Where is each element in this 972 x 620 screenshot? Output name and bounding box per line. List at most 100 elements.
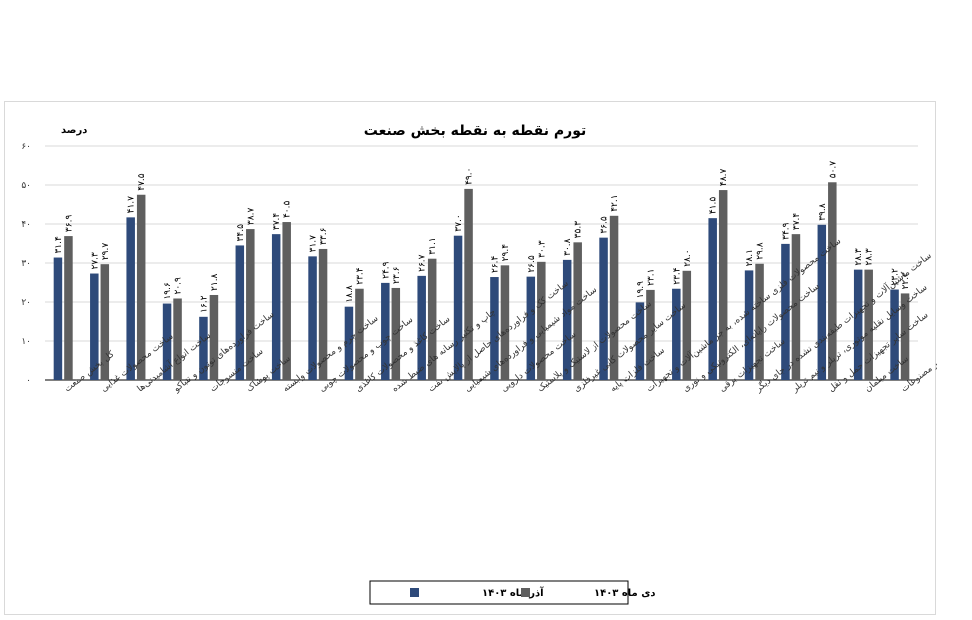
value-label: ۵۰.۷ [828,161,838,179]
value-label: ۱۹.۶ [163,282,173,300]
value-label: ۳۰.۸ [563,238,573,256]
value-label: ۳۰.۳ [537,240,547,258]
value-label: ۱۸.۸ [345,285,355,303]
bar-azar-3 [162,303,172,380]
value-label: ۳۷.۰ [454,214,464,231]
value-label: ۲۳.۱ [646,269,656,286]
bar-dey-20 [791,234,801,380]
value-label: ۱۶.۲ [199,295,209,313]
bar-dey-19 [755,263,764,380]
value-label: ۳۳.۶ [319,227,329,245]
bar-dey-2 [136,194,146,380]
value-label: ۲۳.۴ [355,267,365,285]
value-label: ۲۳.۲ [891,268,901,286]
value-label: ۴۱.۵ [709,197,719,215]
bar-azar-8 [344,306,354,380]
value-label: ۳۱.۷ [309,235,319,253]
bar-azar-15 [599,237,608,380]
value-label: ۴۰.۵ [283,201,293,219]
bar-azar-6 [271,234,281,380]
legend-label-dey: دی ماه ۱۴۰۳ [594,588,656,599]
bar-dey-10 [427,258,437,380]
value-label: ۳۱.۱ [428,237,438,254]
y-tick-label: ۴۰ [21,220,31,230]
value-label: ۲۳.۶ [392,266,402,284]
bar-azar-1 [90,273,99,380]
y-tick-label: ۵۰ [21,181,31,191]
bar-dey-12 [500,265,510,380]
bars-group [53,182,910,380]
value-label: ۱۹.۹ [636,281,646,299]
value-label: ۴۲.۱ [610,194,620,211]
bar-chart: تورم نقطه به نقطه بخش صنعت درصد ۰ ۱۰ ۲۰ ۳۰ ۴… [21,123,937,605]
bar-azar-23 [890,289,899,380]
bar-azar-5 [235,245,245,380]
value-label: ۲۱.۸ [210,273,220,291]
bar-azar-11 [453,235,463,380]
value-label: ۲۶.۷ [418,254,428,272]
value-label: ۲۸.۱ [745,249,755,266]
y-tick-label: ۰ [26,376,31,386]
bar-azar-17 [672,288,681,380]
bar-azar-18 [708,218,717,380]
bar-dey-9 [391,287,401,380]
value-label: ۳۸.۷ [246,208,256,226]
bar-azar-10 [417,275,426,380]
value-label: ۴۸.۷ [719,169,729,187]
value-label: ۲۴.۹ [381,261,391,279]
value-label: ۲۸.۳ [865,248,875,266]
value-labels: ۳۱.۴ ۲۷.۳ ۴۱.۷ ۱۹.۶ ۱۶.۲ ۳۴.۵ ۳۷.۴ ۳۱.۷ ۱۸.۸ ۲۴.۹… [54,161,911,313]
y-tick-label: ۳۰ [21,259,31,269]
bar-dey-23 [900,293,910,380]
bar-dey-22 [864,269,873,380]
chart-title: تورم نقطه به نقطه بخش صنعت [364,123,587,139]
bar-dey-8 [355,288,364,380]
y-tick-label: ۱۰ [21,337,31,347]
value-label: ۳۶.۹ [64,215,74,233]
bar-dey-3 [173,298,182,380]
value-label: ۲۷.۳ [90,252,100,270]
value-label: ۲۰.۹ [174,277,184,295]
bar-dey-13 [537,261,546,380]
bar-dey-15 [609,215,619,380]
bar-dey-11 [464,188,473,380]
value-label: ۳۴.۹ [781,222,791,240]
bar-azar-20 [781,243,790,380]
bar-dey-1 [100,264,110,380]
bar-azar-0 [53,257,63,380]
value-label: ۳۱.۴ [54,236,64,254]
y-tick-label: ۶۰ [21,142,31,152]
gridlines [45,145,918,381]
value-label: ۳۷.۴ [272,213,282,231]
value-label: ۳۶.۵ [600,216,610,234]
bar-dey-18 [718,190,728,380]
bar-dey-17 [682,270,692,380]
chart-frame: تورم نقطه به نقطه بخش صنعت درصد ۰ ۱۰ ۲۰ ۳۰ ۴… [4,101,937,615]
bar-azar-9 [381,282,390,380]
bar-azar-19 [744,270,754,380]
value-label: ۲۶.۵ [527,255,537,273]
bar-azar-13 [526,276,536,380]
bar-azar-16 [635,302,645,380]
value-label: ۴۱.۷ [127,196,137,214]
bar-azar-7 [308,256,317,380]
bar-dey-4 [209,294,219,380]
value-label: ۲۲.۲ [901,272,911,290]
bar-azar-4 [199,316,208,380]
legend: آذر ماه ۱۴۰۳ دی ماه ۱۴۰۳ [369,580,656,605]
bar-azar-12 [490,277,499,380]
y-axis-ticks: ۰ ۱۰ ۲۰ ۳۰ ۴۰ ۵۰ ۶۰ [21,142,31,386]
bar-azar-21 [817,224,827,380]
value-label: ۳۵.۳ [574,221,584,239]
bar-dey-21 [828,182,837,380]
value-label: ۲۳.۴ [672,267,682,285]
bar-azar-14 [562,259,572,380]
value-label: ۲۸.۳ [854,248,864,266]
value-label: ۳۷.۴ [792,213,802,231]
value-label: ۳۹.۸ [818,203,828,221]
bar-azar-2 [126,217,135,380]
bar-dey-16 [646,289,655,380]
value-label: ۴۷.۵ [137,173,147,191]
value-label: ۳۴.۵ [236,224,246,242]
bar-dey-14 [573,242,582,380]
